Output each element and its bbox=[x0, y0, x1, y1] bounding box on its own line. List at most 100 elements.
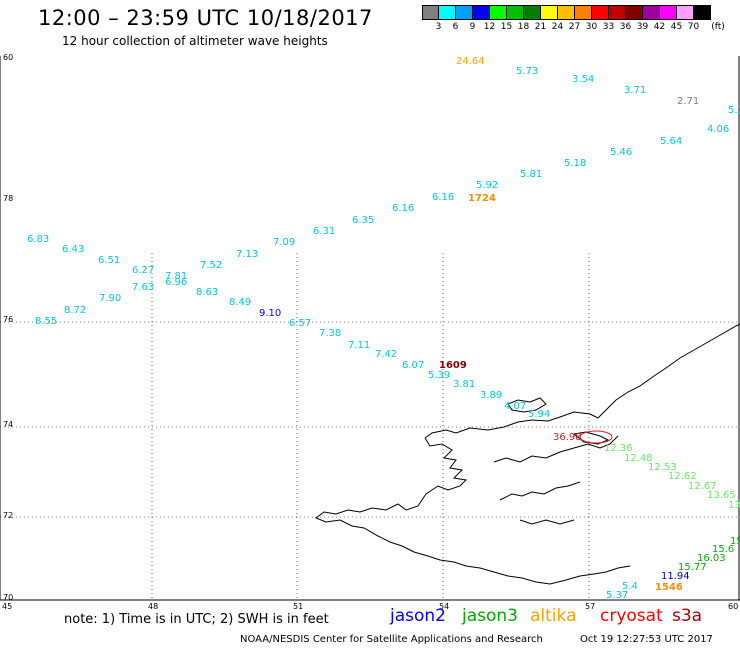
wave-height-label: 12.67 bbox=[688, 481, 717, 492]
color-scale-tick: 70 bbox=[687, 22, 700, 32]
wave-height-label: 5.92 bbox=[476, 180, 498, 191]
wave-height-label: 15.6 bbox=[712, 544, 734, 555]
color-scale-tick: 39 bbox=[636, 22, 649, 32]
wave-height-label: 8.72 bbox=[64, 305, 86, 316]
lat-label-74: 74 bbox=[3, 420, 13, 429]
wave-height-label: 7.52 bbox=[200, 260, 222, 271]
highlight-ring bbox=[579, 430, 613, 444]
wave-height-label: 5.64 bbox=[660, 136, 682, 147]
wave-height-label: 7.42 bbox=[375, 349, 397, 360]
color-swatch bbox=[643, 5, 660, 20]
color-swatch bbox=[439, 5, 456, 20]
lon-label-60: 60 bbox=[728, 602, 738, 611]
wave-height-label: 8.55 bbox=[35, 316, 57, 327]
color-scale-tick: 36 bbox=[619, 22, 632, 32]
wave-height-label: 13.65 bbox=[707, 490, 736, 501]
lon-label-51: 51 bbox=[293, 602, 303, 611]
wave-height-label: 5.39 bbox=[428, 370, 450, 381]
wave-height-label: 3.71 bbox=[624, 85, 646, 96]
wave-height-label: 5.18 bbox=[564, 158, 586, 169]
color-swatch bbox=[592, 5, 609, 20]
wave-height-label: 7.90 bbox=[99, 293, 121, 304]
color-scale-tick: 12 bbox=[483, 22, 496, 32]
wave-height-label: 6.27 bbox=[132, 265, 154, 276]
wave-height-label: 1724 bbox=[468, 193, 496, 204]
color-swatch bbox=[524, 5, 541, 20]
footnote: note: 1) Time is in UTC; 2) SWH is in fe… bbox=[64, 612, 329, 627]
color-swatch bbox=[677, 5, 694, 20]
wave-height-label: 12.62 bbox=[668, 471, 697, 482]
color-scale-tick: 18 bbox=[517, 22, 530, 32]
color-swatch bbox=[558, 5, 575, 20]
color-swatch bbox=[456, 5, 473, 20]
color-swatch bbox=[575, 5, 592, 20]
wave-height-label: 5.4 bbox=[622, 581, 638, 592]
map-frame bbox=[0, 56, 740, 601]
color-swatch bbox=[507, 5, 524, 20]
lat-label-72: 72 bbox=[3, 511, 13, 520]
wave-height-label: 9.10 bbox=[259, 308, 281, 319]
color-scale-frame bbox=[422, 5, 711, 20]
wave-height-label: 7.09 bbox=[273, 237, 295, 248]
lat-label-60: 60 bbox=[3, 53, 13, 62]
lat-label-78: 78 bbox=[3, 194, 13, 203]
color-scale-tick: 3 bbox=[435, 22, 442, 32]
color-scale-tick: 9 bbox=[469, 22, 476, 32]
axis-labels: 60 78 76 74 72 70 45 48 51 54 57 60 bbox=[2, 53, 738, 611]
wave-height-label: 7.81 bbox=[165, 271, 187, 282]
wave-height-label: 11.94 bbox=[661, 571, 690, 582]
novaya-zemlya-west-coast bbox=[314, 437, 631, 585]
credit-line: NOAA/NESDIS Center for Satellite Applica… bbox=[240, 634, 543, 645]
wave-height-label: 2.71 bbox=[677, 96, 699, 107]
lat-label-70: 70 bbox=[3, 593, 13, 602]
wave-height-label: 5.37 bbox=[606, 590, 628, 601]
page-subtitle: 12 hour collection of altimeter wave hei… bbox=[62, 34, 328, 48]
legend-item-cryosat: cryosat bbox=[600, 606, 663, 626]
color-scale-tick: 15 bbox=[500, 22, 513, 32]
wave-height-label: 6.16 bbox=[392, 203, 414, 214]
coastline bbox=[314, 323, 740, 585]
wave-height-label: 5.73 bbox=[516, 66, 538, 77]
wave-height-labels: 24.64 5.73 3.54 3.71 2.71 5.3 4.06 5.64 5.46 5.18… bbox=[27, 56, 740, 601]
lon-label-57: 57 bbox=[585, 602, 595, 611]
color-swatch bbox=[541, 5, 558, 20]
wave-height-label: 7.11 bbox=[348, 340, 370, 351]
color-scale-unit: (ft) bbox=[711, 22, 725, 32]
wave-height-label: 3.54 bbox=[572, 74, 594, 85]
color-swatch bbox=[473, 5, 490, 20]
legend-item-s3a: s3a bbox=[672, 606, 703, 626]
wave-height-label: 6.43 bbox=[62, 244, 84, 255]
island-outline-north bbox=[507, 397, 547, 413]
wave-height-label: 4.07 bbox=[504, 401, 526, 412]
timestamp: Oct 19 12:27:53 UTC 2017 bbox=[580, 634, 713, 645]
wave-height-label: 24.64 bbox=[456, 56, 485, 67]
wave-height-label: 6.07 bbox=[402, 360, 424, 371]
color-scale-tick: 30 bbox=[585, 22, 598, 32]
wave-height-label: 5.46 bbox=[610, 147, 632, 158]
wave-height-label: 5.94 bbox=[528, 409, 550, 420]
wave-height-label: 12.36 bbox=[604, 443, 633, 454]
color-scale-tick: 33 bbox=[602, 22, 615, 32]
legend-item-jason2: jason2 bbox=[390, 606, 446, 626]
wave-height-label: 13 bbox=[728, 500, 740, 511]
wave-height-label: 3.89 bbox=[480, 390, 502, 401]
wave-height-label: 1546 bbox=[655, 582, 683, 593]
wave-height-label: 5.81 bbox=[520, 169, 542, 180]
color-scale-tick: 6 bbox=[452, 22, 459, 32]
wave-height-label: 16.03 bbox=[697, 553, 726, 564]
wave-height-label: 3.81 bbox=[453, 379, 475, 390]
color-swatch bbox=[660, 5, 677, 20]
wave-height-label: 6.83 bbox=[27, 234, 49, 245]
wave-height-label: 6.16 bbox=[432, 192, 454, 203]
page-title: 12:00 – 23:59 UTC 10/18/2017 bbox=[38, 6, 373, 30]
wave-height-label: 15.77 bbox=[678, 562, 707, 573]
color-scale-tick: 21 bbox=[534, 22, 547, 32]
wave-height-label: 5.3 bbox=[728, 105, 740, 116]
lat-label-76: 76 bbox=[3, 315, 13, 324]
color-swatch bbox=[422, 5, 439, 20]
color-scale-tick: 45 bbox=[670, 22, 683, 32]
wave-height-label: 8.49 bbox=[229, 297, 251, 308]
wave-height-label: 8.63 bbox=[196, 287, 218, 298]
color-swatch bbox=[609, 5, 626, 20]
